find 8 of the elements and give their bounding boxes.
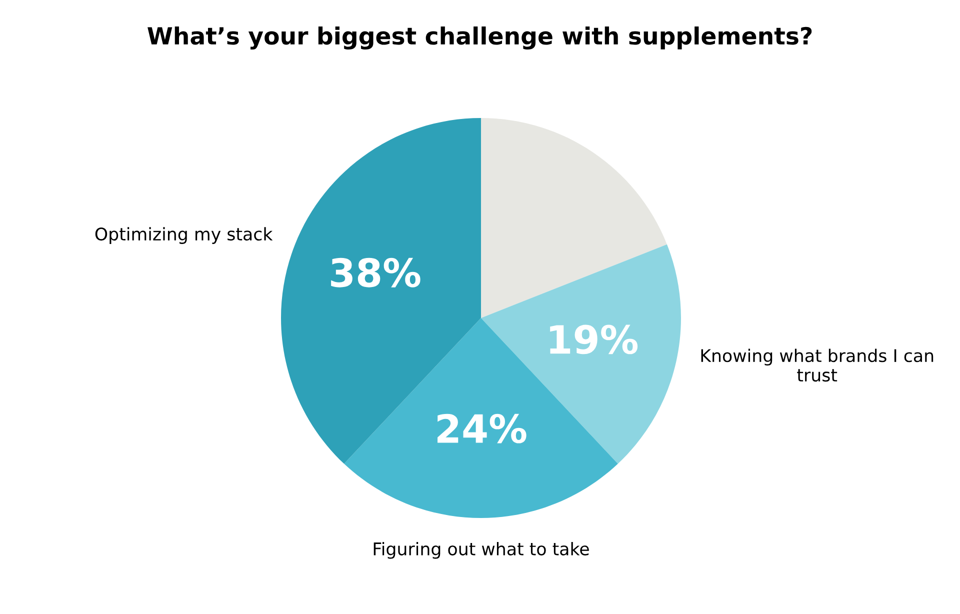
slice-label: Figuring out what to take (374, 542, 589, 559)
slice-label: Optimizing my stack (95, 227, 273, 244)
data-label: 19% (550, 324, 638, 354)
data-label: 24% (438, 414, 526, 444)
chart-title: What’s your biggest challenge with supplements? (148, 26, 812, 50)
pie-slice (481, 118, 667, 318)
slice-label: Knowing what brands I can trust (701, 348, 934, 382)
data-label: 38% (331, 258, 420, 288)
